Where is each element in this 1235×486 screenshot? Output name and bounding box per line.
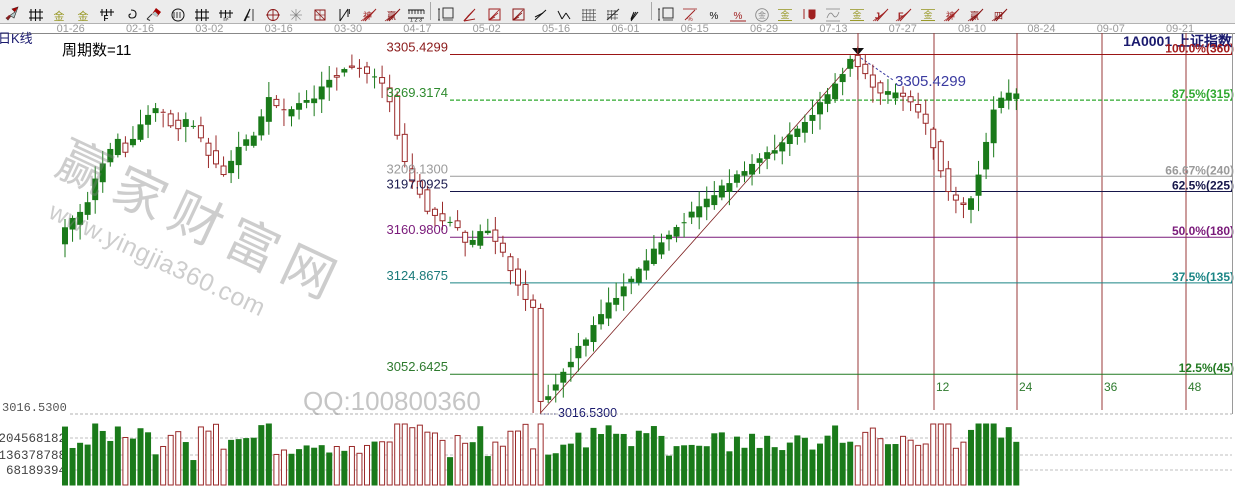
svg-text:36: 36 <box>1104 380 1118 394</box>
svg-text:3124.8675: 3124.8675 <box>387 268 448 283</box>
svg-text:3016.5300: 3016.5300 <box>558 406 617 420</box>
svg-text:24: 24 <box>1019 380 1033 394</box>
svg-text:37.5%(135): 37.5%(135) <box>1172 270 1234 284</box>
svg-text:62.5%(225): 62.5%(225) <box>1172 179 1234 193</box>
svg-text:3269.3174: 3269.3174 <box>387 85 448 100</box>
svg-text:12.5%(45): 12.5%(45) <box>1179 361 1234 375</box>
svg-text:3209.1300: 3209.1300 <box>387 161 448 176</box>
svg-text:204568182: 204568182 <box>0 432 66 446</box>
svg-text:100.0%(360): 100.0%(360) <box>1165 41 1234 55</box>
svg-text:48: 48 <box>1188 380 1202 394</box>
svg-text:50.0%(180): 50.0%(180) <box>1172 224 1234 238</box>
svg-text:87.5%(315): 87.5%(315) <box>1172 87 1234 101</box>
svg-text:3160.9800: 3160.9800 <box>387 222 448 237</box>
svg-text:3016.5300: 3016.5300 <box>2 401 67 415</box>
svg-text:68189394: 68189394 <box>6 464 66 478</box>
svg-text:3305.4299: 3305.4299 <box>895 73 966 90</box>
svg-text:3305.4299: 3305.4299 <box>387 39 448 54</box>
svg-text:3052.6425: 3052.6425 <box>387 359 448 374</box>
svg-text:66.67%(240): 66.67%(240) <box>1165 163 1234 177</box>
svg-text:3197.0925: 3197.0925 <box>387 177 448 192</box>
svg-text:136378788: 136378788 <box>0 449 66 463</box>
svg-text:12: 12 <box>936 380 950 394</box>
